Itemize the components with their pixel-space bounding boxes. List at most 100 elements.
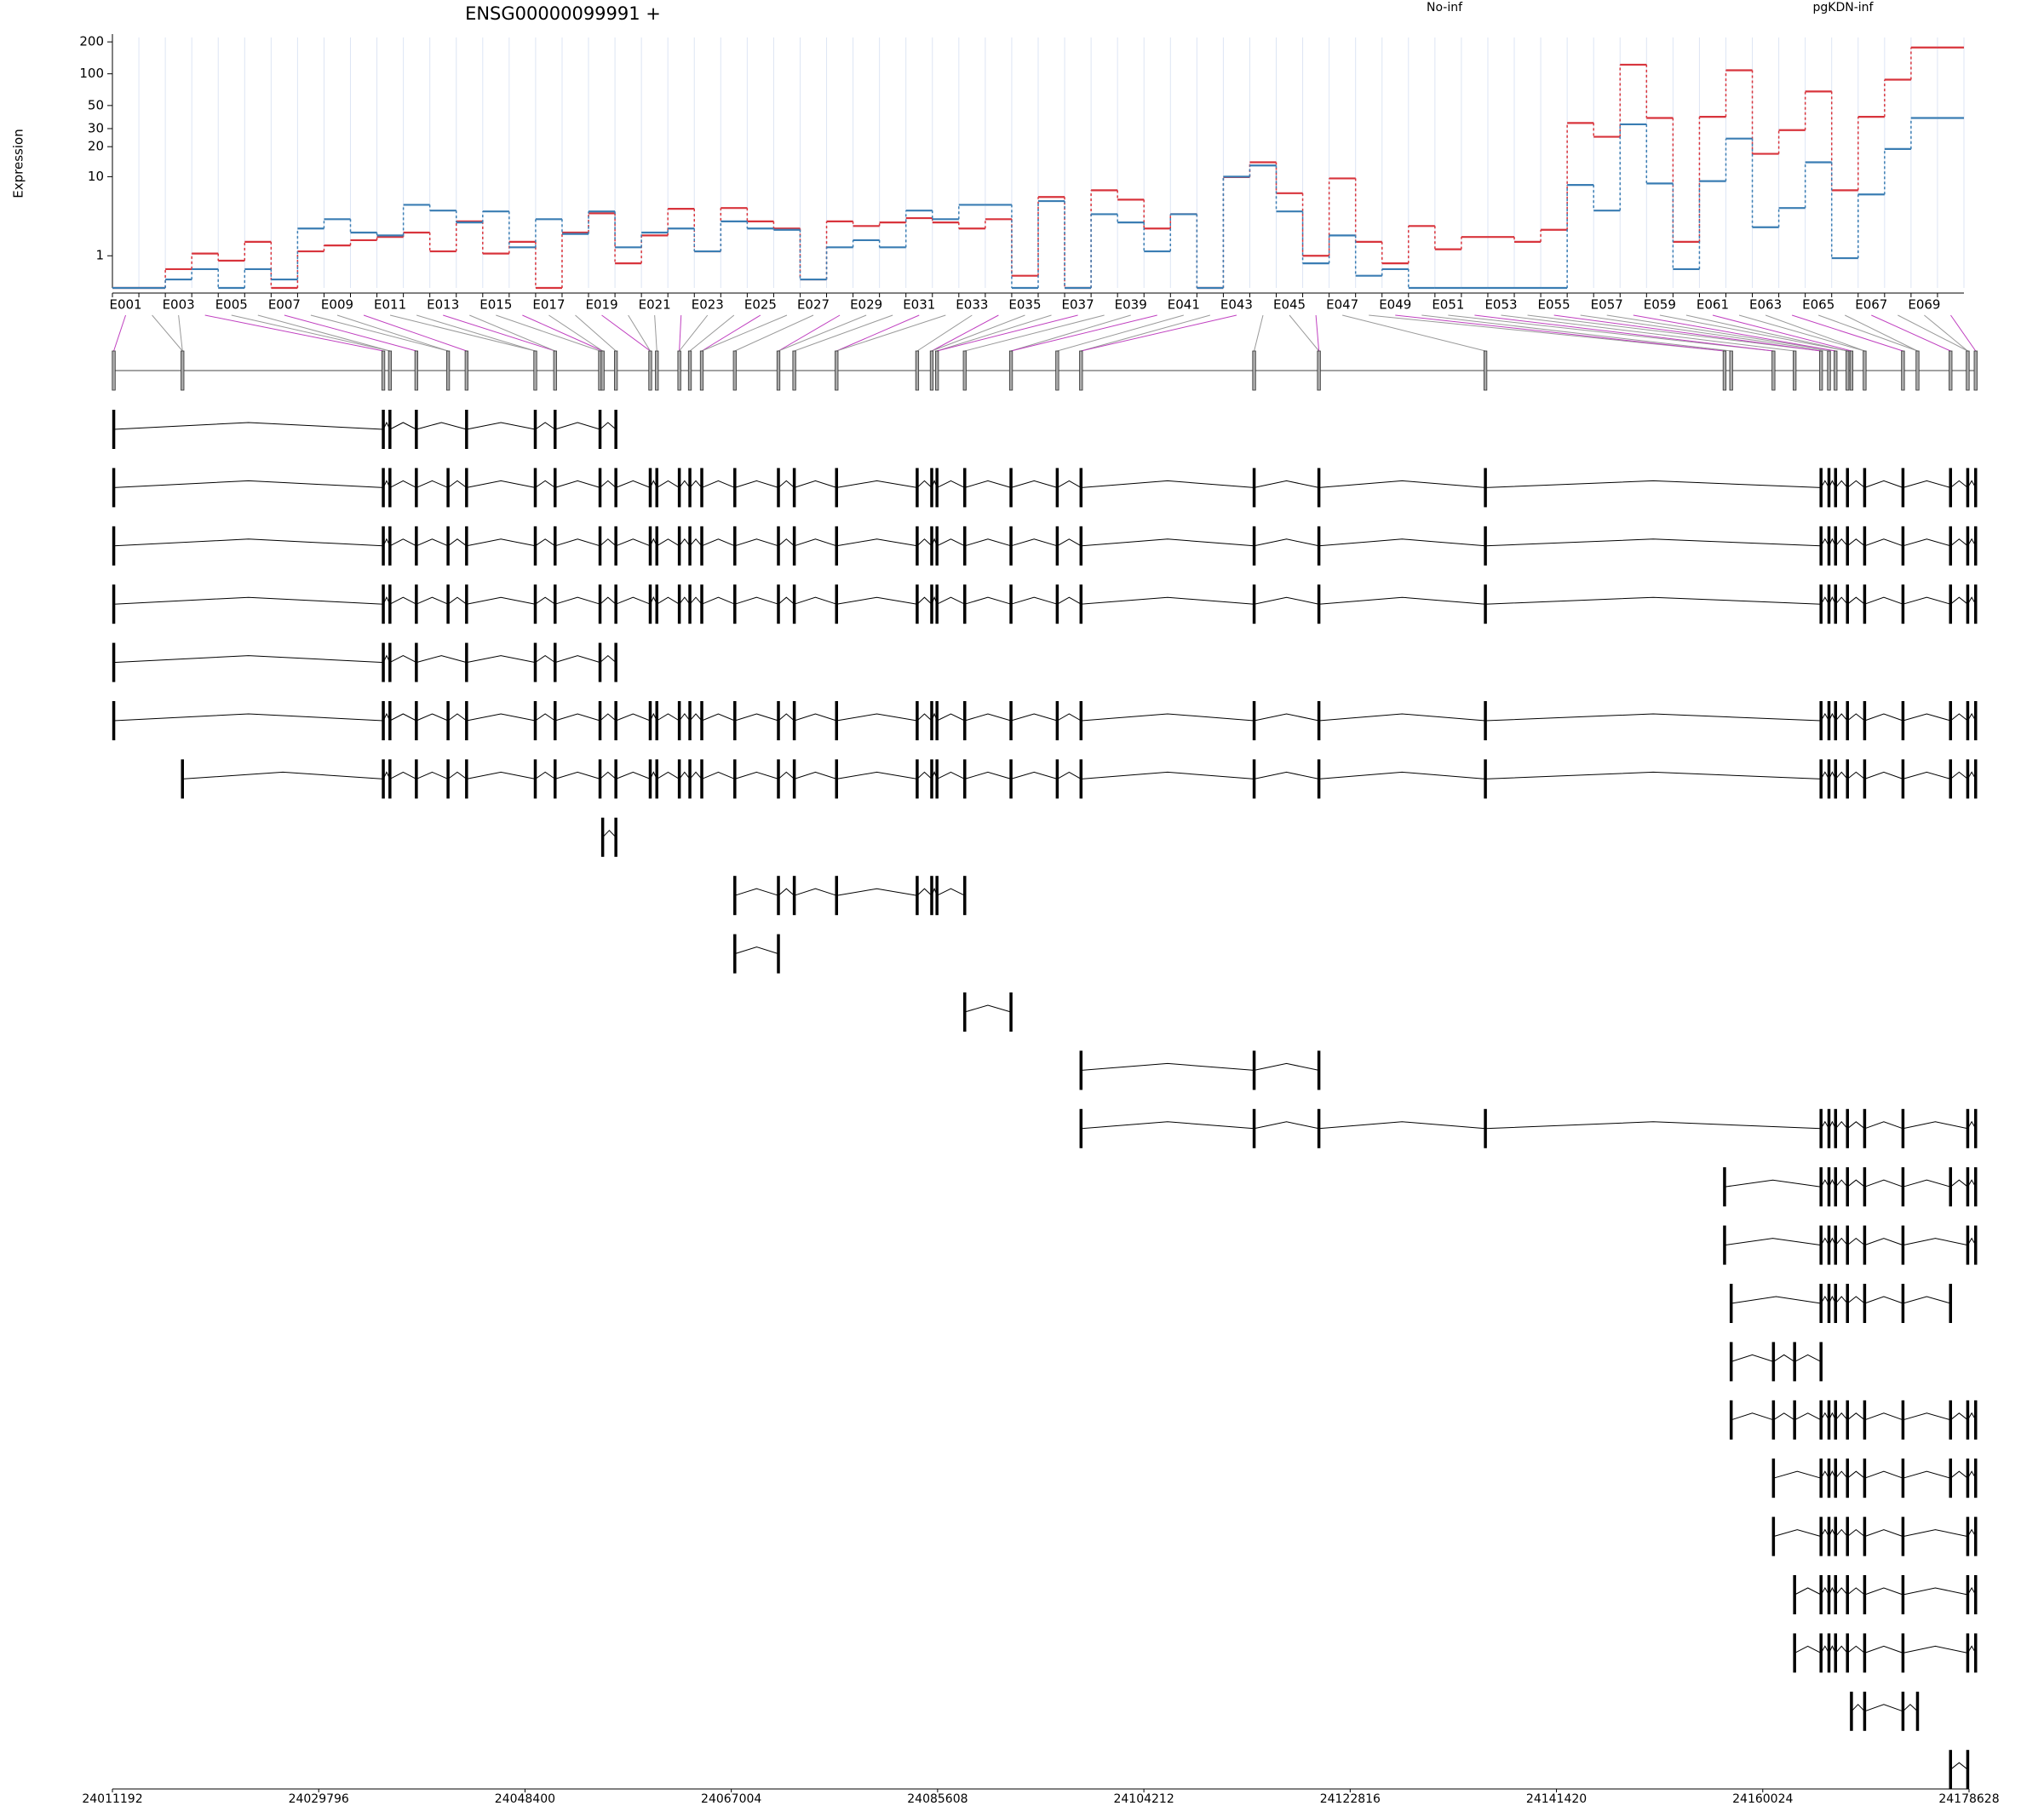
exon [614,526,617,566]
intron [778,888,795,896]
exon [1901,701,1905,740]
intron [1903,1412,1951,1421]
exon-connector [701,314,761,352]
x-tick-label: E041 [1168,297,1200,313]
intron [836,480,918,488]
exon [554,584,557,624]
intron [734,480,779,488]
intron [734,888,779,896]
gene-model-exon [915,350,920,391]
intron [554,713,600,722]
gene-model-exon [655,350,659,391]
intron [1081,596,1255,605]
gene-model-exon [776,350,781,391]
exon [1819,468,1823,508]
exon [1252,584,1256,624]
intron [701,538,735,547]
intron [1057,480,1082,488]
intron [1834,1121,1848,1130]
gene-model-exon [600,350,605,391]
exon [1966,1750,1970,1790]
exon [1973,584,1978,624]
gene-model-exon [1079,350,1083,391]
exon [1771,1400,1776,1440]
intron [1864,713,1903,722]
exon [598,468,602,508]
intron [794,713,837,722]
intron [936,713,965,722]
exon [1846,1633,1849,1673]
exon [1827,1516,1831,1556]
intron [554,655,600,664]
intron [794,888,837,896]
exon [1771,1342,1776,1382]
exon [935,468,939,508]
intron [389,422,417,430]
intron [416,655,467,664]
exon-connector [701,314,788,352]
exon [1863,1691,1867,1731]
exon [446,759,450,799]
exon [1827,701,1831,740]
exon [935,759,939,799]
intron [794,771,837,779]
intron [1010,771,1058,779]
exon [1901,1284,1905,1323]
intron [1731,1354,1774,1362]
intron [689,538,703,547]
x-tick-label: E015 [479,297,512,313]
exon [930,468,933,508]
exon-connector [794,314,893,352]
intron [1846,771,1865,779]
x-tick-label: E049 [1379,297,1411,313]
exon [935,701,939,740]
y-tick-label: 1 [95,248,104,263]
x-tick-label: E039 [1115,297,1147,313]
intron [535,596,556,605]
gene-model-exon [1827,350,1831,391]
gene-model-exon [687,350,692,391]
intron [1485,771,1822,779]
exon [1079,1050,1083,1090]
exon [112,701,116,740]
x-tick-label: E063 [1749,297,1782,313]
intron [1318,713,1486,722]
gene-model-exon [677,350,681,391]
exon [733,934,737,974]
gene-model-exon [1252,350,1256,391]
exon [688,701,692,740]
exon [733,876,737,916]
genomic-tick-label: 24011192 [82,1792,142,1806]
intron [416,596,449,605]
exon [1863,1400,1867,1440]
exon [446,584,450,624]
intron [1903,1704,1918,1712]
exon [1863,584,1867,624]
exon [382,410,385,449]
chart-title: ENSG00000099991 + [465,3,661,24]
exon [1901,1633,1905,1673]
exon [1819,1575,1823,1614]
intron [1903,771,1951,779]
exon [600,817,605,857]
exon [1863,759,1867,799]
intron [1903,1238,1968,1246]
exon [1834,701,1838,740]
exon [1819,526,1823,566]
intron [679,538,691,547]
x-tick-label: E011 [374,297,406,313]
exon [935,526,939,566]
exon [1966,1225,1970,1265]
y-tick-label: 100 [79,66,104,81]
exon [1973,1633,1978,1673]
exon [835,759,839,799]
intron [1834,480,1848,488]
intron [1485,596,1822,605]
exon [1317,526,1321,566]
gene-model-exon [1973,350,1978,391]
exon [1846,1108,1849,1148]
exon [1252,468,1256,508]
intron [1846,1179,1865,1188]
intron [600,480,617,488]
intron [916,596,933,605]
